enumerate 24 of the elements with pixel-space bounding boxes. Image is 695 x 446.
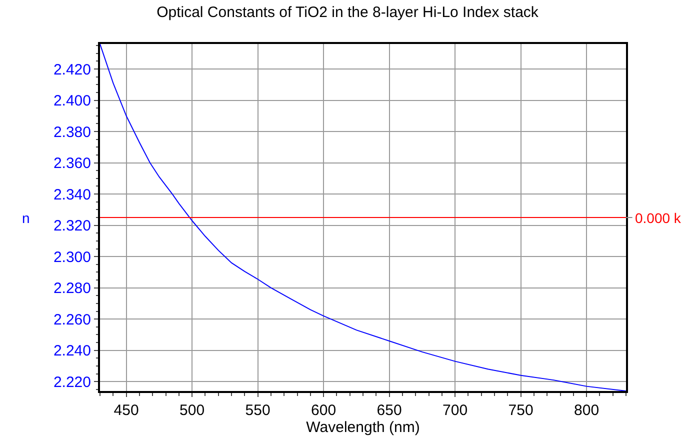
x-tick-label: 700 <box>442 402 468 419</box>
y-tick-label: 2.420 <box>53 61 91 78</box>
y-tick-label: 2.340 <box>53 186 91 204</box>
y-tick-label: 2.300 <box>53 248 91 266</box>
y-tick-label: 2.400 <box>53 92 91 110</box>
line-series <box>100 44 626 391</box>
x-tick-label: 500 <box>180 402 205 419</box>
x-tick-label: 450 <box>114 402 139 419</box>
x-tick-label: 650 <box>376 402 402 419</box>
x-tick-label: 550 <box>245 402 270 419</box>
y-tick-label: 2.380 <box>53 124 91 141</box>
x-tick-label: 750 <box>508 402 534 419</box>
y-tick-label: 2.280 <box>53 280 91 298</box>
chart-title: Optical Constants of TiO2 in the 8-layer Hi-Lo Index stack <box>156 4 539 22</box>
x-axis-title: Wavelength (nm) <box>306 419 420 436</box>
y-tick-label: 2.220 <box>53 374 91 391</box>
y-tick-label: 2.260 <box>53 311 91 328</box>
x-tick-label: 800 <box>574 402 600 419</box>
y-axis-title: n <box>22 210 30 226</box>
x-tick-label: 600 <box>311 402 336 419</box>
ref-line-label: 0.000 k <box>635 210 682 226</box>
y-tick-label: 2.360 <box>53 155 91 172</box>
y-tick-label: 2.320 <box>53 218 91 235</box>
y-tick-label: 2.240 <box>53 342 91 360</box>
